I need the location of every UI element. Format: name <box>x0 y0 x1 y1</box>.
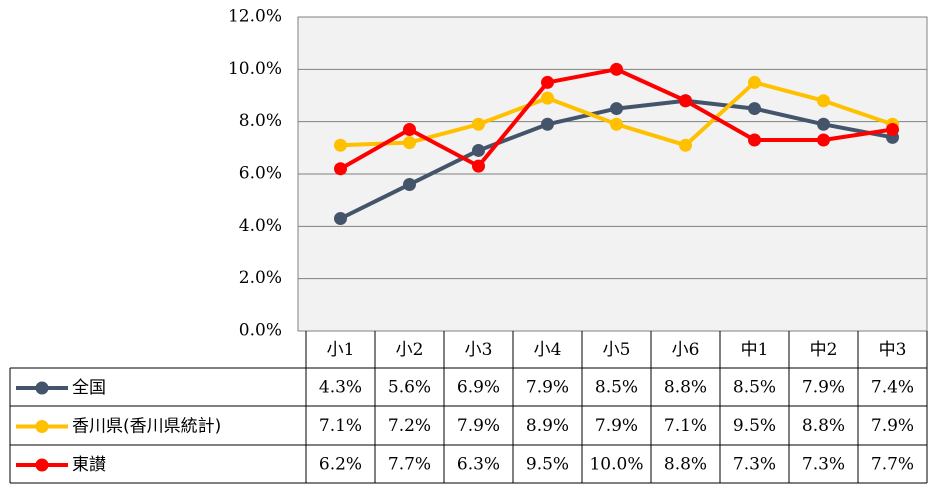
table-value: 7.9% <box>871 416 914 436</box>
table-value: 4.3% <box>319 378 362 398</box>
point <box>472 117 485 131</box>
y-tick-label: 12.0% <box>228 7 282 27</box>
point <box>748 75 761 89</box>
point <box>679 138 692 152</box>
point <box>679 94 692 108</box>
x-tick-label: 小6 <box>672 340 700 360</box>
table-value: 8.8% <box>664 455 707 475</box>
y-tick-label: 6.0% <box>239 164 282 184</box>
legend-marker <box>35 381 49 395</box>
point <box>334 138 347 152</box>
table-value: 6.2% <box>319 455 362 475</box>
legend-marker <box>35 420 49 433</box>
x-tick-label: 小5 <box>603 340 631 360</box>
point <box>472 159 485 173</box>
legend-label: 香川県(香川県統計) <box>72 417 221 437</box>
x-tick-label: 中1 <box>741 340 769 360</box>
table-value: 7.1% <box>664 416 707 436</box>
table-value: 8.8% <box>664 378 707 398</box>
x-tick-label: 中3 <box>879 340 907 360</box>
point <box>610 62 623 76</box>
y-tick-label: 10.0% <box>228 59 282 79</box>
table-value: 7.7% <box>871 455 914 475</box>
point <box>472 143 485 157</box>
point <box>748 133 761 147</box>
table-value: 7.7% <box>388 455 431 475</box>
table-value: 5.6% <box>388 378 431 398</box>
table-value: 8.8% <box>802 416 845 436</box>
table-value: 7.2% <box>388 416 431 436</box>
y-tick-label: 4.0% <box>239 216 282 236</box>
table-value: 7.9% <box>526 378 569 398</box>
table-value: 7.9% <box>595 416 638 436</box>
table-value: 6.9% <box>457 378 500 398</box>
table-value: 7.4% <box>871 378 914 398</box>
x-tick-label: 小4 <box>534 340 562 360</box>
point <box>817 94 830 108</box>
point <box>403 123 416 137</box>
table-value: 7.1% <box>319 416 362 436</box>
point <box>748 102 761 116</box>
legend-label: 東讃 <box>72 455 106 475</box>
table-value: 7.3% <box>733 455 776 475</box>
table-value: 10.0% <box>589 455 643 475</box>
legend-label: 全国 <box>72 378 106 398</box>
point <box>541 75 554 89</box>
legend-marker <box>35 458 49 472</box>
point <box>403 136 416 150</box>
table-value: 8.5% <box>595 378 638 398</box>
point <box>610 117 623 131</box>
table-value: 6.3% <box>457 455 500 475</box>
point <box>817 117 830 131</box>
x-tick-label: 小2 <box>396 340 424 360</box>
y-tick-label: 0.0% <box>239 321 282 341</box>
table-value: 7.9% <box>457 416 500 436</box>
point <box>403 177 416 191</box>
table-value: 7.3% <box>802 455 845 475</box>
table-value: 9.5% <box>526 455 569 475</box>
x-tick-label: 小3 <box>465 340 493 360</box>
y-tick-label: 2.0% <box>239 268 282 288</box>
point <box>334 211 347 225</box>
table-value: 9.5% <box>733 416 776 436</box>
x-tick-label: 小1 <box>327 340 355 360</box>
point <box>541 91 554 105</box>
point <box>610 102 623 116</box>
x-tick-label: 中2 <box>810 340 838 360</box>
point <box>541 117 554 131</box>
table-value: 7.9% <box>802 378 845 398</box>
table-value: 8.5% <box>733 378 776 398</box>
point <box>886 123 899 137</box>
table-value: 8.9% <box>526 416 569 436</box>
y-tick-label: 8.0% <box>239 111 282 131</box>
point <box>334 162 347 176</box>
point <box>817 133 830 147</box>
